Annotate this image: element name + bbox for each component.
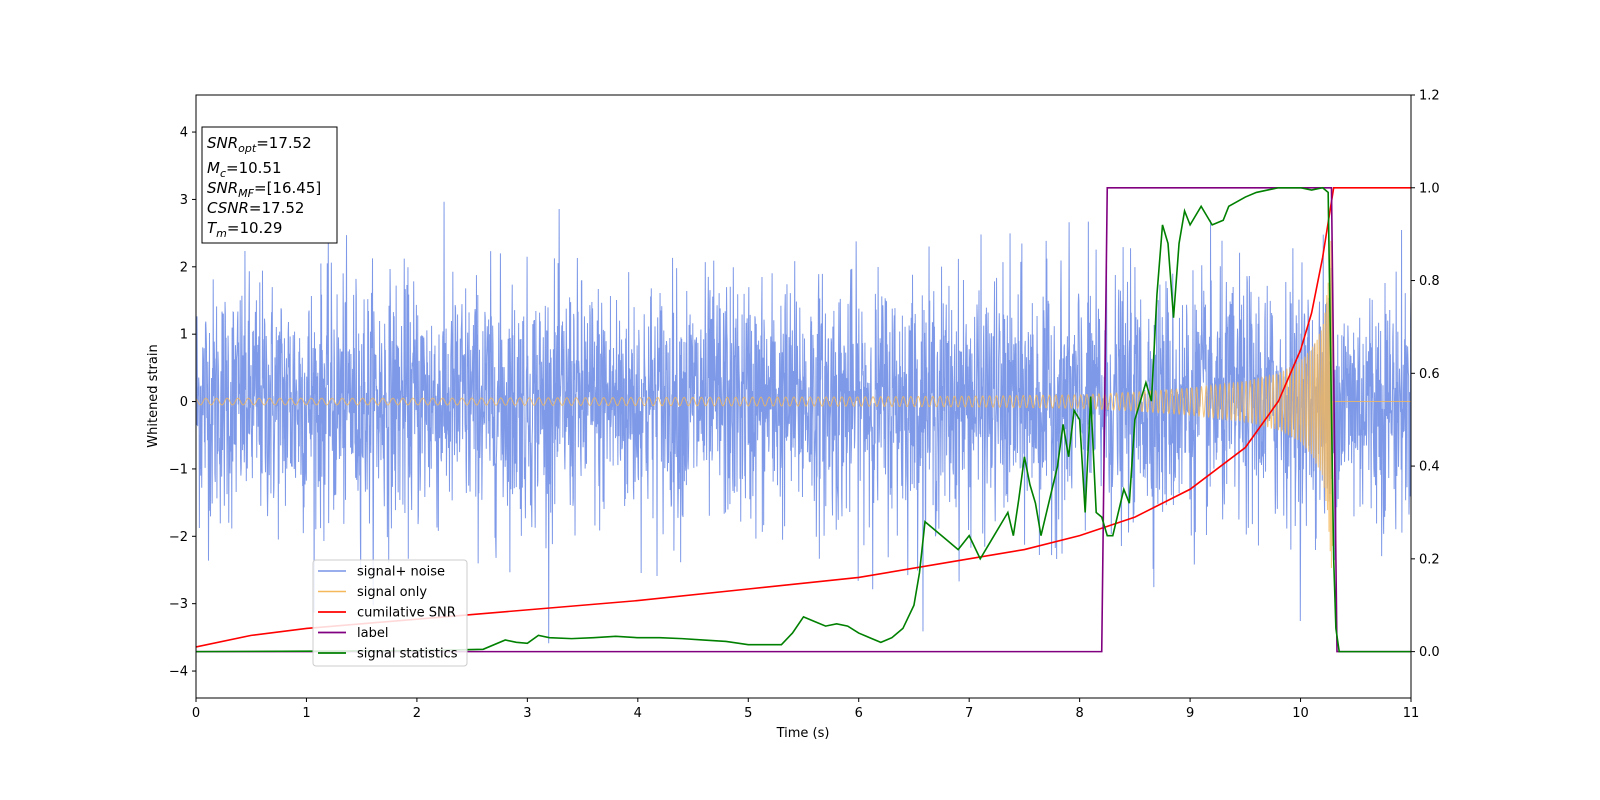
series-signal-noise-line [196, 201, 1411, 644]
y-axis-label: Whitened strain [146, 344, 161, 447]
y-tick-label-left: 1 [180, 328, 188, 343]
y-tick-label-right: 0.6 [1419, 367, 1440, 382]
annotation-box: SNRopt=17.52 Mc=10.51SNRMF=[16.45]CSNR=17… [201, 126, 338, 244]
series-signal-only-line [196, 237, 1411, 568]
annotation-line: SNRopt=17.52 [207, 134, 312, 155]
x-tick-label: 3 [523, 706, 531, 721]
y-tick-label-right: 1.0 [1419, 181, 1440, 196]
x-tick-label: 1 [302, 706, 310, 721]
legend-item-label: signal+ noise [357, 565, 445, 580]
x-tick-label: 4 [634, 706, 642, 721]
y-tick-label-left: −4 [169, 665, 188, 680]
y-tick-label-right: 0.8 [1419, 274, 1440, 289]
annotation-line: CSNR=17.52 [207, 199, 304, 217]
y-tick-label-right: 0.0 [1419, 645, 1440, 660]
y-tick-label-left: −2 [169, 530, 188, 545]
legend: signal+ noise signal only cumilative SNR la… [312, 559, 468, 667]
legend-frame [312, 559, 468, 667]
series-signal-statistics-line [196, 186, 1411, 653]
x-tick-label: 2 [413, 706, 421, 721]
annotation-line: Tm=10.29 [207, 219, 282, 240]
x-tick-label: 6 [855, 706, 863, 721]
x-tick-label: 11 [1403, 706, 1420, 721]
y-tick-label-right: 0.2 [1419, 552, 1440, 567]
y-axis-left: −4 −3 −2 −1 0 1 2 3 4 [169, 126, 196, 680]
y-tick-label-left: 3 [180, 193, 188, 208]
plot-frame [195, 94, 1412, 699]
x-axis-label: Time (s) [776, 726, 830, 741]
legend-item-label: signal statistics [357, 647, 458, 662]
annotation-frame [201, 126, 338, 244]
annotation-line: Mc=10.51 [207, 159, 282, 180]
y-tick-label-left: −1 [169, 462, 188, 477]
legend-item-label: label [357, 626, 388, 641]
x-tick-label: 7 [965, 706, 973, 721]
x-tick-label: 0 [192, 706, 200, 721]
y-tick-label-left: 0 [180, 395, 188, 410]
x-tick-label: 5 [744, 706, 752, 721]
x-axis: 0 1 2 3 4 5 6 7 8 9 10 11 [192, 698, 1419, 721]
y-tick-label-left: −3 [169, 597, 188, 612]
legend-item-label: signal only [357, 585, 427, 600]
x-tick-label: 10 [1292, 706, 1309, 721]
x-tick-label: 9 [1186, 706, 1194, 721]
x-tick-label: 8 [1075, 706, 1083, 721]
y-axis-right: 0.0 0.2 0.4 0.6 0.8 1.0 1.2 [1411, 89, 1440, 660]
annotation-line: SNRMF=[16.45] [207, 179, 321, 200]
y-tick-label-right: 0.4 [1419, 460, 1440, 475]
y-tick-label-left: 2 [180, 260, 188, 275]
y-tick-label-right: 1.2 [1419, 89, 1440, 104]
legend-item-label: cumilative SNR [357, 606, 456, 621]
y-tick-label-left: 4 [180, 126, 188, 141]
